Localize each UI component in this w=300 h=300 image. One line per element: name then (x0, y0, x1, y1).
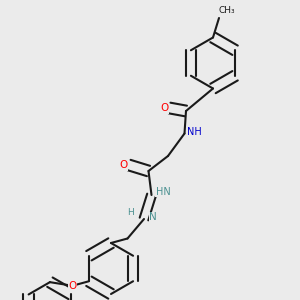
Text: O: O (119, 160, 128, 170)
Text: O: O (160, 103, 168, 113)
Text: O: O (68, 281, 76, 291)
Text: CH₃: CH₃ (218, 6, 235, 15)
Text: N: N (149, 212, 157, 223)
Text: NH: NH (187, 127, 202, 137)
Text: HN: HN (155, 187, 170, 197)
Text: H: H (127, 208, 134, 217)
